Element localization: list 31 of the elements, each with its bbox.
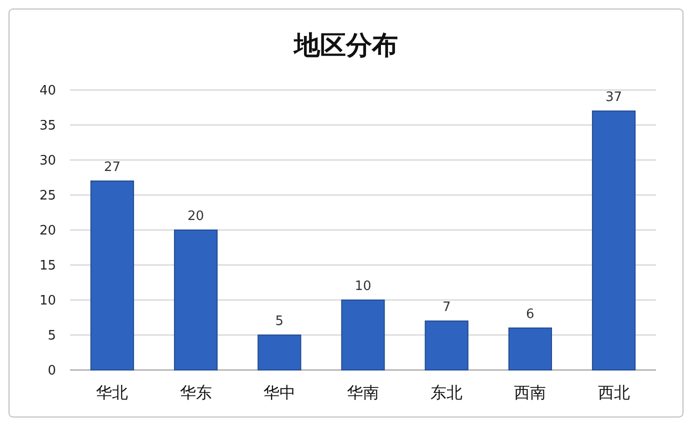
data-label: 27 bbox=[104, 160, 120, 175]
y-tick-label: 15 bbox=[39, 258, 56, 274]
x-tick-label: 西南 bbox=[514, 383, 546, 402]
chart-title: 地区分布 bbox=[293, 31, 398, 61]
y-tick-label: 0 bbox=[48, 364, 56, 379]
data-label: 5 bbox=[275, 314, 284, 329]
bar bbox=[508, 328, 552, 370]
x-tick-label: 西北 bbox=[598, 383, 630, 402]
data-label: 6 bbox=[526, 307, 534, 322]
x-tick-label: 华北 bbox=[96, 383, 128, 402]
data-label: 10 bbox=[354, 279, 372, 294]
data-label: 20 bbox=[188, 209, 204, 224]
x-tick-label: 东北 bbox=[430, 383, 463, 402]
x-tick-label: 华南 bbox=[347, 383, 379, 402]
data-label: 7 bbox=[442, 300, 451, 315]
bar bbox=[592, 110, 636, 370]
bar bbox=[174, 230, 218, 370]
bar bbox=[90, 180, 134, 370]
y-tick-label: 25 bbox=[39, 188, 56, 204]
bar bbox=[424, 320, 468, 370]
y-tick-label: 30 bbox=[39, 154, 56, 169]
y-tick-label: 10 bbox=[39, 294, 56, 309]
y-tick-label: 35 bbox=[39, 118, 56, 134]
y-tick-label: 5 bbox=[48, 328, 56, 344]
data-label: 37 bbox=[606, 90, 622, 105]
bar bbox=[341, 300, 385, 370]
y-tick-label: 20 bbox=[39, 224, 56, 239]
bar bbox=[258, 334, 302, 370]
x-tick-label: 华东 bbox=[180, 383, 212, 402]
y-tick-label: 40 bbox=[39, 84, 56, 99]
x-tick-label: 华中 bbox=[263, 383, 296, 402]
